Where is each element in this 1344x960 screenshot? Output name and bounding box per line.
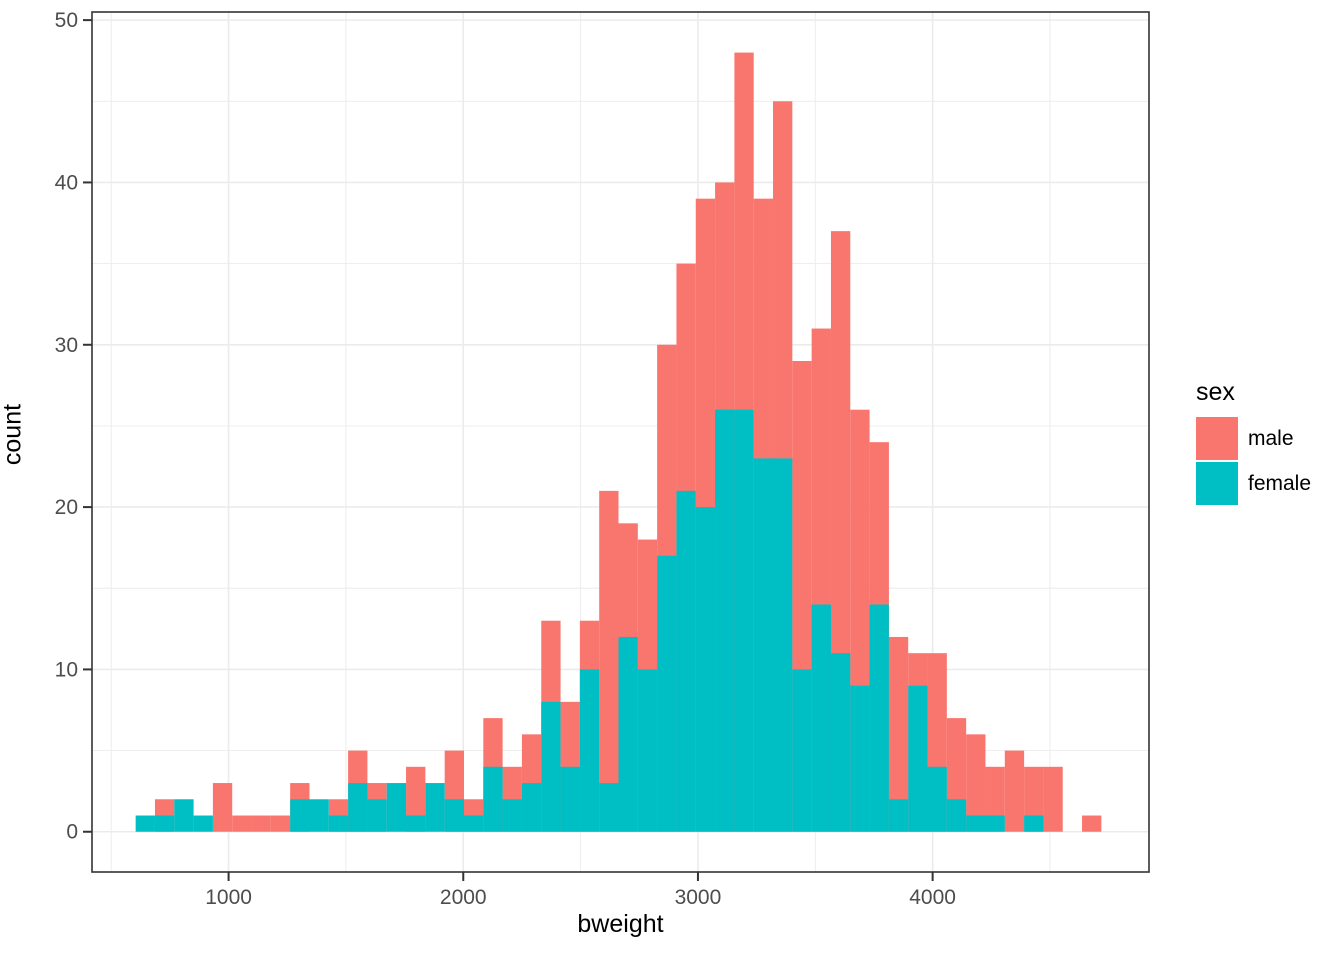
x-tick-label: 3000 xyxy=(675,886,722,909)
bar-female-18 xyxy=(483,766,503,832)
bar-female-25 xyxy=(618,636,638,832)
bar-female-16 xyxy=(444,799,464,832)
legend-label-male: male xyxy=(1248,426,1294,450)
legend-title: sex xyxy=(1196,378,1235,406)
bar-male-43 xyxy=(966,734,986,832)
legend-item-male: male xyxy=(1196,417,1344,460)
bar-female-38 xyxy=(869,604,889,832)
bar-female-3 xyxy=(193,815,213,832)
bar-female-13 xyxy=(386,783,407,832)
x-tick-label: 1000 xyxy=(205,886,252,909)
bar-female-43 xyxy=(966,815,986,832)
bar-female-17 xyxy=(463,815,484,832)
bar-female-26 xyxy=(637,669,658,832)
bar-male-47 xyxy=(1043,766,1063,832)
bar-female-19 xyxy=(502,799,522,832)
bar-female-46 xyxy=(1024,815,1044,832)
bar-female-15 xyxy=(425,783,445,832)
bar-female-14 xyxy=(406,815,426,832)
legend-label-female: female xyxy=(1248,471,1312,495)
legend: sex male female xyxy=(1196,378,1344,507)
bar-female-42 xyxy=(946,799,967,832)
bar-female-21 xyxy=(541,701,561,832)
bar-female-36 xyxy=(830,653,851,832)
bar-female-23 xyxy=(579,669,600,832)
y-tick-label: 20 xyxy=(55,496,78,519)
bar-female-24 xyxy=(599,783,619,832)
bar-female-40 xyxy=(908,685,928,832)
bar-female-9 xyxy=(309,799,329,832)
bar-female-1 xyxy=(154,815,175,832)
bar-female-0 xyxy=(135,815,155,832)
y-tick-label: 50 xyxy=(55,9,78,32)
bar-female-27 xyxy=(657,555,677,832)
bar-female-12 xyxy=(367,799,387,832)
legend-item-female: female xyxy=(1196,462,1344,505)
bar-female-44 xyxy=(985,815,1005,832)
bar-female-30 xyxy=(715,409,735,832)
bar-female-33 xyxy=(773,458,793,832)
legend-swatch-male xyxy=(1196,417,1238,460)
bar-female-28 xyxy=(676,490,696,832)
bar-male-49 xyxy=(1082,815,1102,832)
bar-female-20 xyxy=(521,783,542,832)
bar-male-45 xyxy=(1004,750,1025,832)
bar-female-31 xyxy=(734,409,754,832)
bar-female-32 xyxy=(753,458,774,832)
bar-female-29 xyxy=(695,507,716,832)
bar-male-24 xyxy=(599,490,619,832)
bar-male-5 xyxy=(232,815,252,832)
y-tick-label: 30 xyxy=(55,334,78,357)
x-axis-title: bweight xyxy=(577,910,664,938)
bar-female-10 xyxy=(328,815,349,832)
bar-female-8 xyxy=(290,799,310,832)
bar-female-37 xyxy=(850,685,870,832)
bar-male-4 xyxy=(212,783,233,832)
y-tick-label: 0 xyxy=(66,821,78,844)
bar-male-7 xyxy=(270,815,291,832)
bar-female-2 xyxy=(174,799,194,832)
y-tick-label: 40 xyxy=(55,171,78,194)
bar-male-6 xyxy=(251,815,271,832)
bar-male-39 xyxy=(888,636,909,832)
bar-female-35 xyxy=(811,604,831,832)
bar-female-11 xyxy=(348,783,368,832)
bar-female-34 xyxy=(792,669,812,832)
bar-female-22 xyxy=(560,766,580,832)
x-tick-label: 4000 xyxy=(909,886,956,909)
bar-female-41 xyxy=(927,766,947,832)
x-tick-label: 2000 xyxy=(440,886,487,909)
bar-female-39 xyxy=(888,799,909,832)
legend-swatch-female xyxy=(1196,462,1238,505)
y-axis-title: count xyxy=(0,403,27,466)
panel-border xyxy=(91,11,1150,873)
y-tick-label: 10 xyxy=(55,658,78,681)
